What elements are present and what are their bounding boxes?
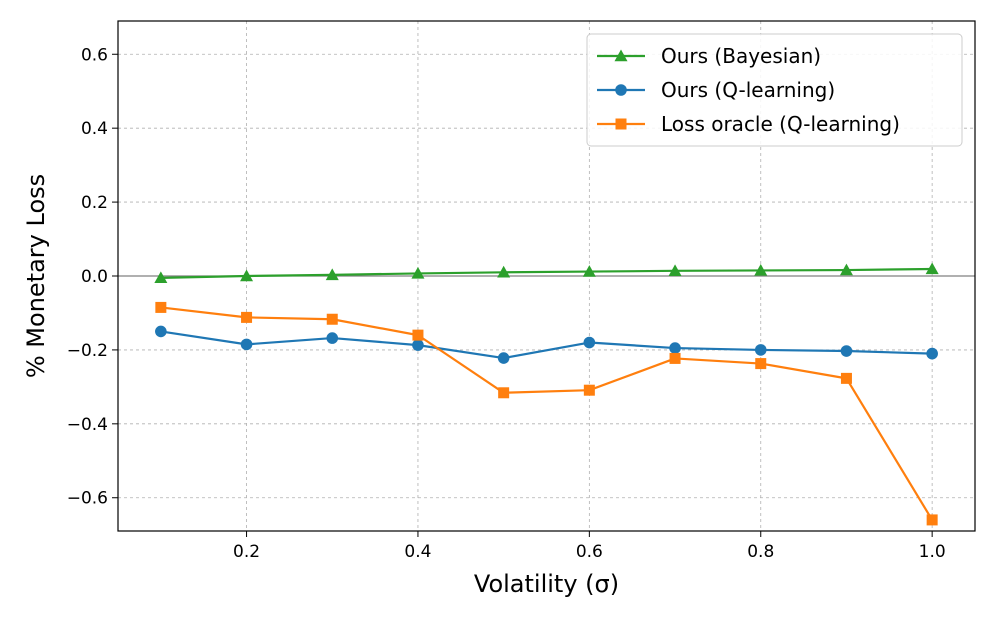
y-tick-label: 0.4: [81, 119, 108, 139]
data-point: [754, 344, 767, 356]
data-point: [755, 358, 767, 370]
legend-label: Loss oracle (Q-learning): [661, 112, 900, 136]
data-point: [839, 263, 853, 276]
data-point: [498, 387, 510, 399]
data-point: [926, 347, 938, 360]
y-tick-label: 0.0: [81, 267, 108, 287]
data-point: [840, 345, 853, 357]
data-point: [412, 329, 424, 341]
x-tick-label: 0.4: [404, 542, 431, 562]
legend-marker: [615, 118, 627, 130]
series-line: [160, 267, 933, 279]
y-tick-label: 0.6: [81, 45, 108, 65]
data-point: [583, 336, 596, 349]
x-tick-label: 1.0: [919, 542, 946, 562]
data-point: [754, 263, 768, 276]
y-axis-ticks: −0.6 −0.4 −0.2 0.0 0.2 0.4 0.6: [67, 45, 118, 509]
data-point: [668, 264, 682, 277]
legend-marker: [614, 49, 628, 62]
x-tick-label: 0.6: [576, 542, 603, 562]
x-axis-label: Volatility (σ): [474, 570, 619, 598]
data-point: [240, 338, 253, 351]
legend-label: Ours (Bayesian): [661, 44, 821, 68]
series-1: [154, 262, 939, 284]
data-point: [155, 325, 167, 338]
y-tick-label: 0.2: [81, 193, 108, 213]
data-point: [325, 268, 339, 281]
data-point: [240, 269, 254, 282]
legend-marker: [615, 84, 627, 96]
data-point: [669, 342, 681, 354]
legend-entry: Loss oracle (Q-learning): [597, 112, 900, 136]
data-point: [411, 266, 425, 279]
legend-label: Ours (Q-learning): [661, 78, 835, 102]
y-tick-label: −0.6: [67, 489, 108, 509]
series-layer: [154, 262, 939, 526]
data-point: [497, 352, 510, 364]
data-point: [669, 352, 681, 364]
data-point: [155, 301, 167, 313]
data-point: [497, 265, 511, 278]
data-point: [326, 313, 338, 325]
data-point: [412, 339, 424, 351]
data-point: [926, 514, 938, 526]
data-point: [583, 384, 595, 396]
x-axis-ticks: 0.2 0.4 0.6 0.8 1.0: [233, 531, 946, 562]
legend-entry: Ours (Q-learning): [597, 78, 835, 102]
legend: Ours (Bayesian) Ours (Q-learning) Loss ora…: [586, 33, 963, 147]
data-point: [840, 372, 852, 384]
data-point: [154, 271, 168, 284]
data-point: [241, 311, 253, 323]
series-2: [155, 325, 938, 364]
series-line: [160, 330, 933, 360]
data-point: [326, 332, 339, 344]
y-axis-label: % Monetary Loss: [22, 174, 50, 378]
y-tick-label: −0.2: [67, 341, 108, 361]
x-tick-label: 0.2: [233, 542, 260, 562]
series-3: [155, 301, 938, 526]
legend-entry: Ours (Bayesian): [597, 44, 821, 68]
legend-box: [586, 33, 963, 147]
y-tick-label: −0.4: [67, 415, 108, 435]
data-point: [582, 265, 596, 277]
data-point: [925, 262, 939, 275]
series-line: [160, 306, 934, 521]
x-tick-label: 0.8: [747, 542, 774, 562]
